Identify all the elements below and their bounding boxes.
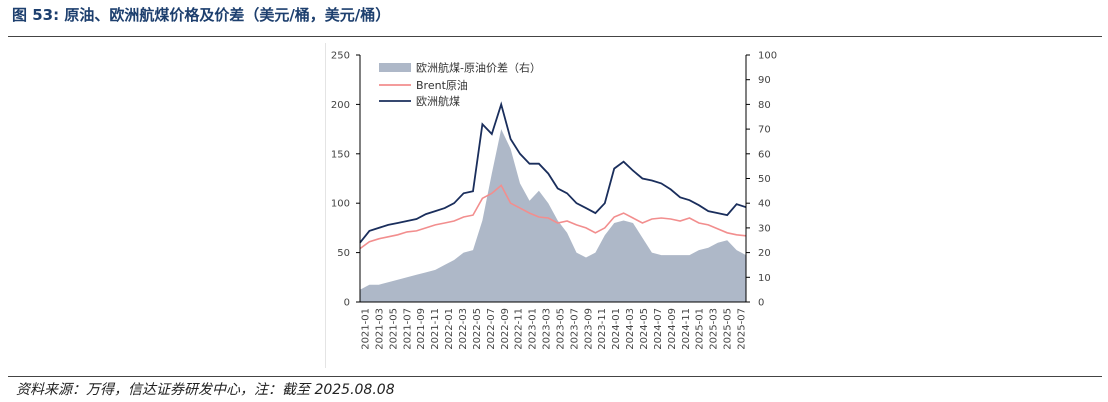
bottom-rule [8, 376, 1102, 377]
x-tick-label: 2022-07 [486, 308, 497, 350]
x-tick-label: 2024-11 [681, 308, 692, 350]
legend-label-spread: 欧洲航煤-原油价差（右） [416, 61, 541, 75]
right-tick-label: 70 [758, 125, 771, 136]
legend-swatch-spread [379, 63, 411, 72]
x-tick-label: 2024-05 [639, 308, 650, 350]
x-tick-label: 2023-09 [583, 308, 594, 350]
chart-container: 0 50 100 150 200 250 0 10 20 30 40 50 60 70 80 90 100 202… [325, 43, 786, 368]
x-tick-label: 2022-03 [458, 308, 469, 350]
left-tick-label: 100 [331, 199, 350, 210]
left-tick-label: 250 [331, 51, 350, 62]
x-tick-label: 2022-05 [472, 308, 483, 350]
left-tick-label: 50 [337, 248, 350, 259]
x-tick-label: 2023-03 [542, 308, 553, 350]
left-tick-label: 150 [331, 149, 350, 160]
x-tick-label: 2022-01 [444, 308, 455, 350]
x-tick-label: 2021-11 [430, 308, 441, 350]
x-tick-label: 2022-09 [500, 308, 511, 350]
x-tick-label: 2025-03 [709, 308, 720, 350]
right-tick-label: 0 [758, 298, 764, 309]
x-tick-label: 2023-01 [528, 308, 539, 350]
right-tick-label: 50 [758, 174, 771, 185]
right-tick-label: 60 [758, 149, 771, 160]
x-tick-label: 2023-05 [556, 308, 567, 350]
figure-title: 图 53: 原油、欧洲航煤价格及价差（美元/桶，美元/桶） [12, 6, 391, 24]
spread-area [360, 129, 746, 302]
chart-svg: 0 50 100 150 200 250 0 10 20 30 40 50 60 70 80 90 100 202… [331, 51, 777, 350]
jet-fuel-line [359, 101, 747, 244]
x-tick-label: 2025-01 [695, 308, 706, 350]
left-tick-label: 200 [331, 100, 350, 111]
x-tick-label: 2024-07 [653, 308, 664, 350]
right-tick-label: 10 [758, 273, 771, 284]
x-tick-label: 2021-01 [361, 308, 372, 350]
x-tick-label: 2022-11 [514, 308, 525, 350]
legend-label-brent: Brent原油 [416, 78, 468, 92]
right-tick-label: 80 [758, 100, 771, 111]
right-tick-label: 90 [758, 75, 771, 86]
brent-line [359, 184, 747, 250]
x-tick-label: 2021-05 [388, 308, 399, 350]
x-tick-label: 2021-09 [416, 308, 427, 350]
right-tick-label: 20 [758, 248, 771, 259]
x-tick-label: 2025-05 [723, 308, 734, 350]
legend-label-jet: 欧洲航煤 [416, 94, 460, 108]
left-tick-label: 0 [344, 298, 350, 309]
x-tick-label: 2023-11 [597, 308, 608, 350]
x-tick-label: 2024-03 [625, 308, 636, 350]
right-tick-label: 30 [758, 223, 771, 234]
x-tick-label: 2021-07 [402, 308, 413, 350]
x-tick-label: 2024-09 [667, 308, 678, 350]
right-tick-label: 100 [758, 51, 777, 62]
x-tick-label: 2024-01 [611, 308, 622, 350]
x-tick-label: 2025-07 [737, 308, 748, 350]
top-rule [8, 36, 1102, 37]
x-tick-label: 2023-07 [569, 308, 580, 350]
x-tick-label: 2021-03 [374, 308, 385, 350]
source-note: 资料来源：万得，信达证券研发中心，注：截至 2025.08.08 [16, 382, 395, 398]
right-tick-label: 40 [758, 199, 771, 210]
